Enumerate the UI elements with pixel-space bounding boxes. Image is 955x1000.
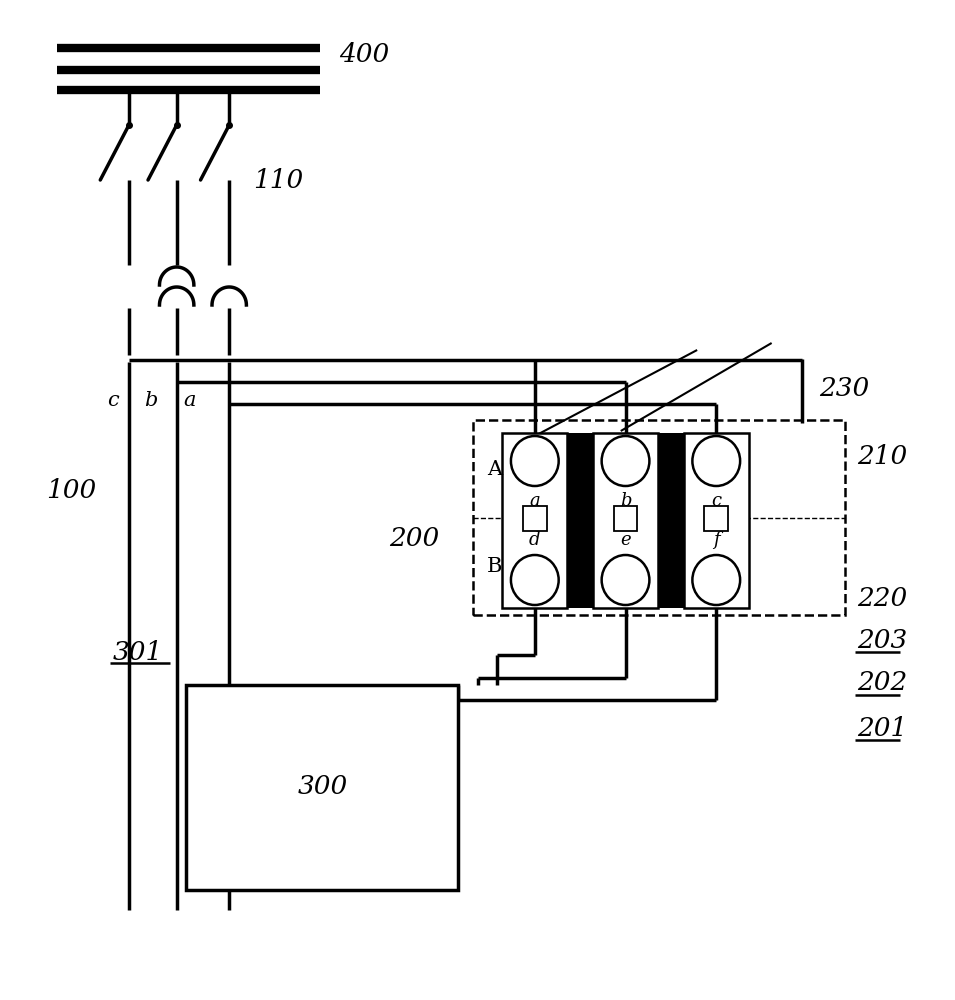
Text: 210: 210 [857, 444, 907, 470]
Text: e: e [620, 531, 631, 549]
Circle shape [602, 436, 649, 486]
Text: 400: 400 [339, 42, 390, 68]
Text: 301: 301 [113, 640, 163, 664]
Bar [502, 433, 567, 608]
Text: 220: 220 [857, 585, 907, 610]
Text: 230: 230 [819, 375, 870, 400]
Bar [523, 506, 547, 530]
Text: f: f [713, 531, 719, 549]
Text: b: b [144, 390, 158, 410]
Text: 203: 203 [857, 628, 907, 652]
Text: a: a [529, 492, 541, 510]
Text: 202: 202 [857, 670, 907, 694]
Bar [567, 433, 593, 608]
Bar [473, 420, 845, 615]
Text: d: d [529, 531, 541, 549]
Circle shape [511, 436, 559, 486]
Circle shape [692, 555, 740, 605]
Circle shape [511, 555, 559, 605]
Bar [186, 685, 458, 890]
Text: b: b [620, 492, 631, 510]
Text: 300: 300 [298, 774, 348, 800]
Text: B: B [487, 557, 502, 576]
Text: 201: 201 [857, 716, 907, 740]
Text: c: c [711, 492, 721, 510]
Text: a: a [182, 390, 196, 410]
Bar [593, 433, 658, 608]
Text: 200: 200 [389, 526, 439, 550]
Circle shape [602, 555, 649, 605]
Circle shape [692, 436, 740, 486]
Bar [705, 506, 729, 530]
Bar [658, 433, 684, 608]
Text: A: A [487, 460, 502, 479]
Bar [684, 433, 749, 608]
Text: 100: 100 [46, 478, 96, 502]
Text: c: c [107, 390, 118, 410]
Bar [614, 506, 638, 530]
Text: 110: 110 [253, 167, 304, 192]
